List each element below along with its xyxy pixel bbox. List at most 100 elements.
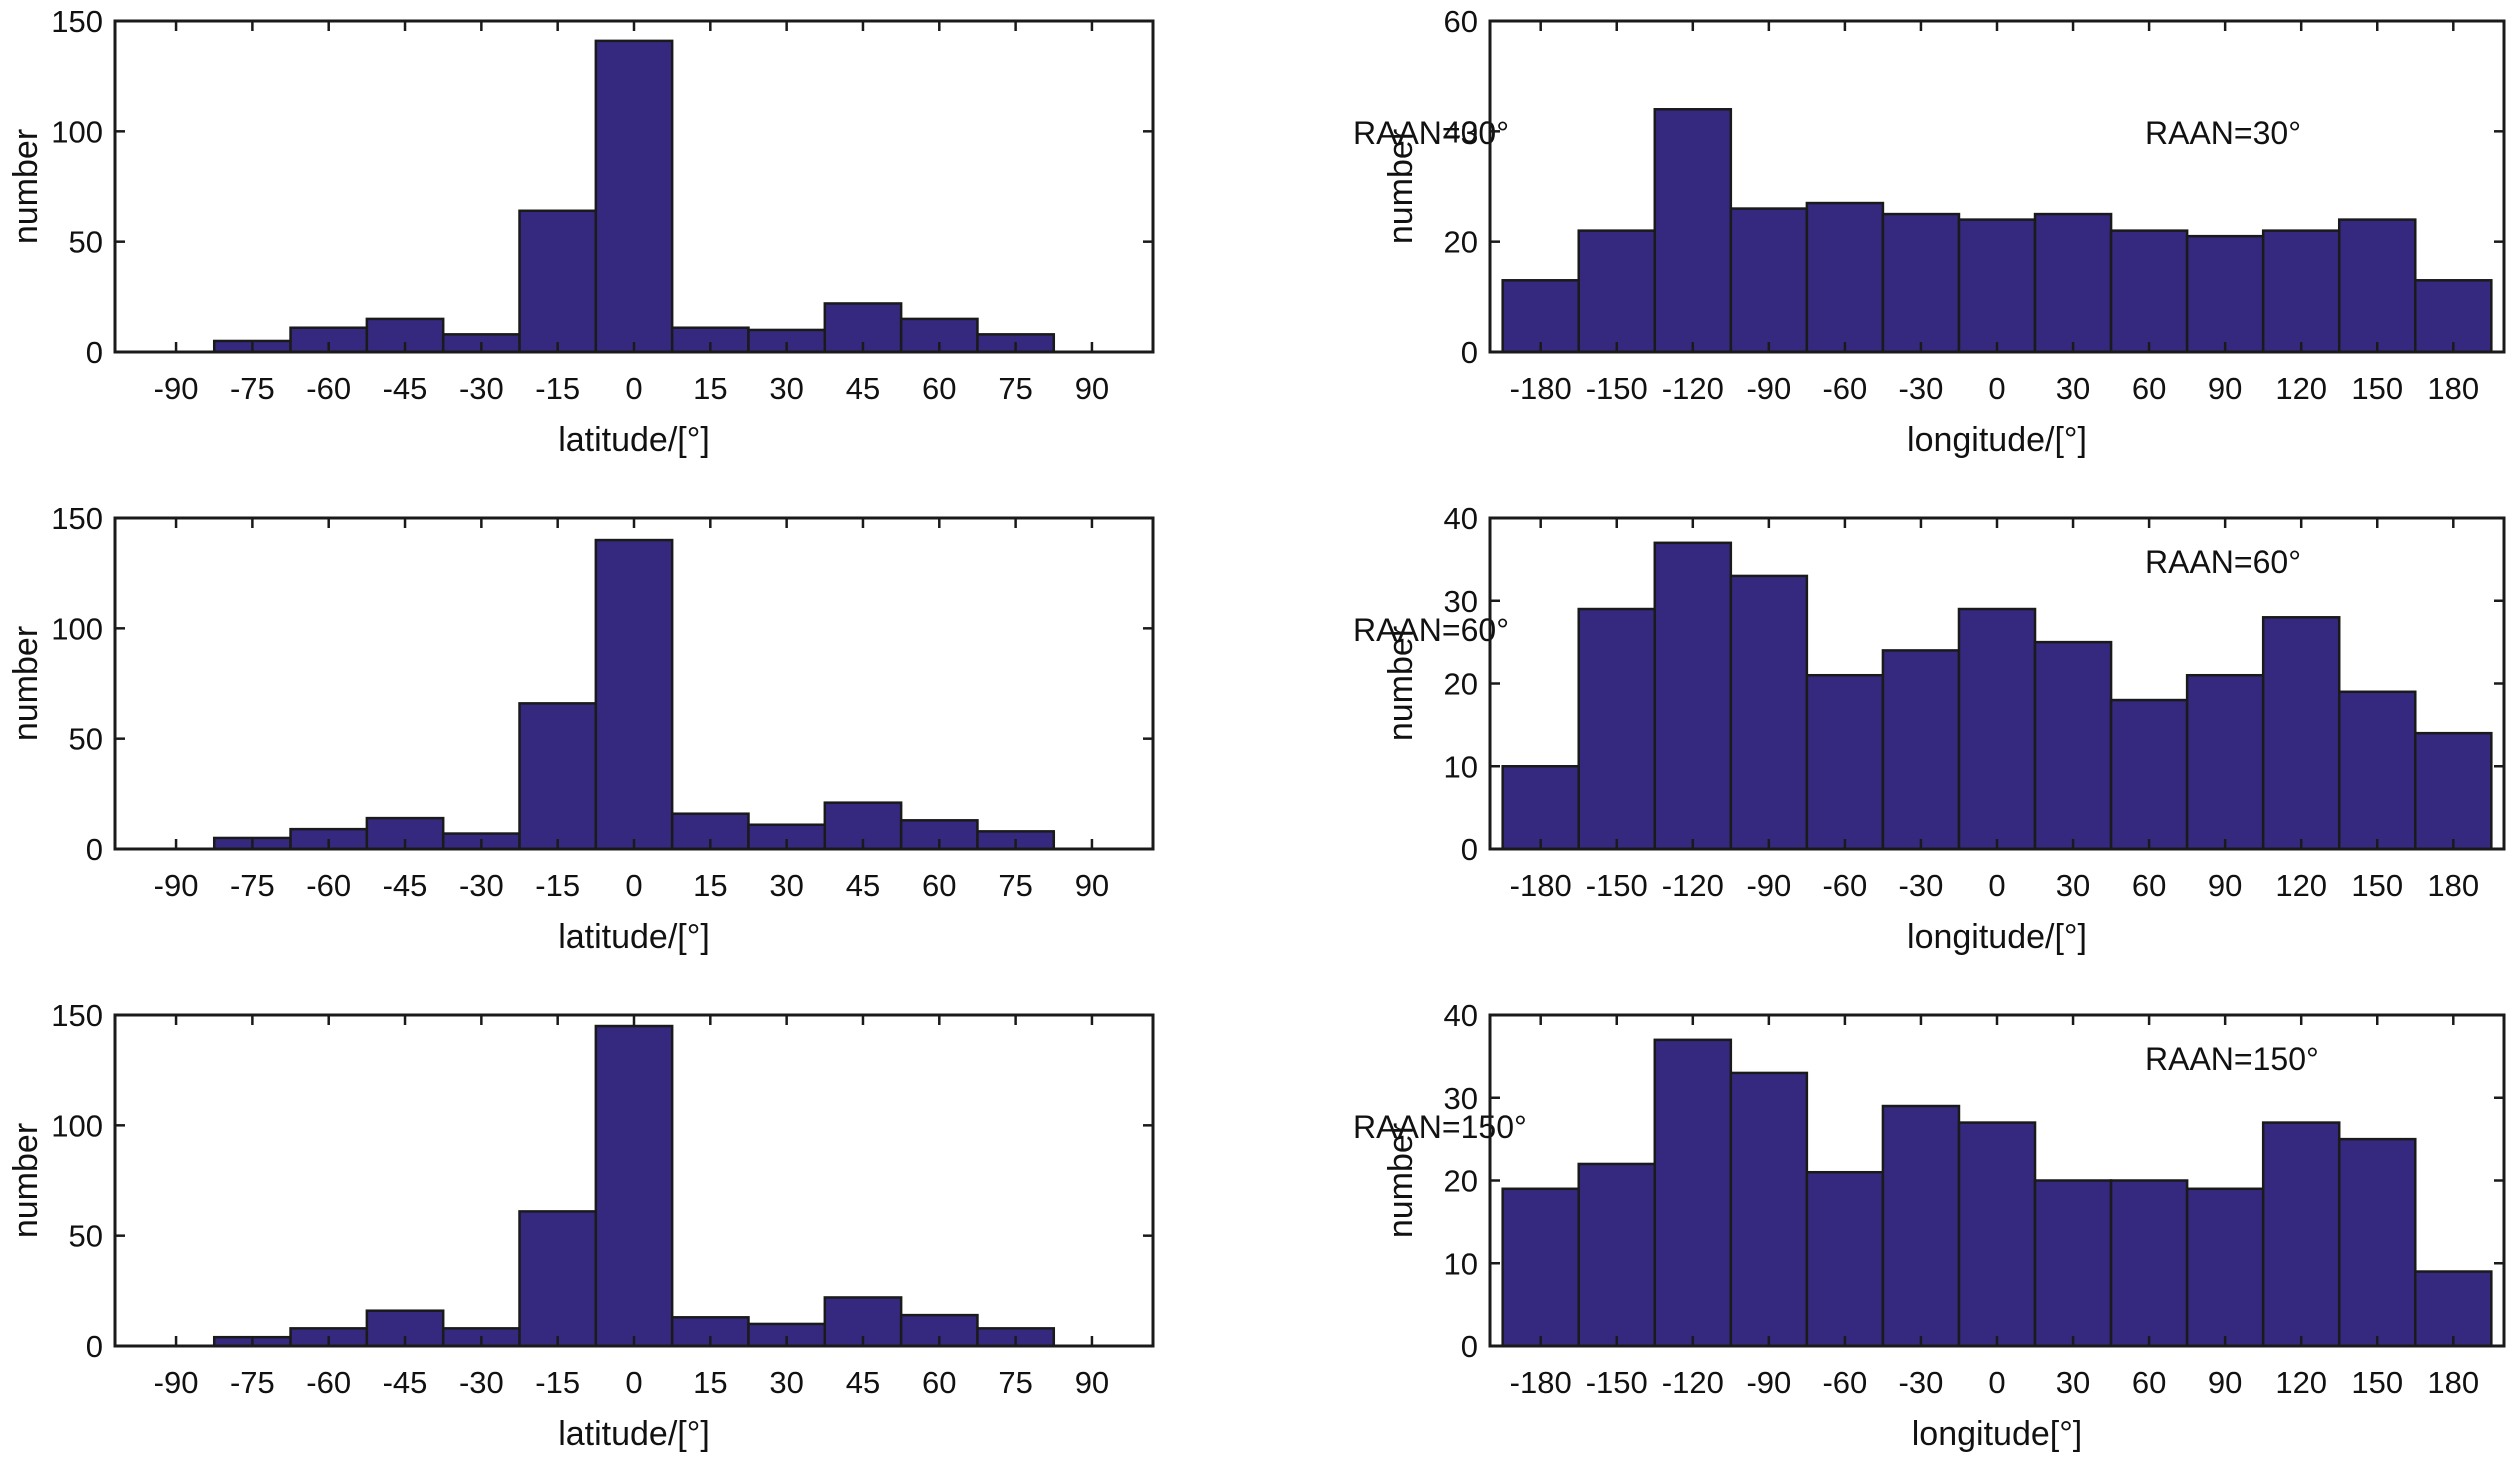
histogram-bar bbox=[518, 209, 598, 354]
y-tick-label: 20 bbox=[1444, 667, 1478, 702]
y-axis-label: number bbox=[7, 1123, 45, 1238]
y-tick-label: 20 bbox=[1444, 1164, 1478, 1199]
x-tick-label: -30 bbox=[459, 371, 504, 406]
x-tick-label: 150 bbox=[2351, 371, 2403, 406]
x-tick-label: 15 bbox=[693, 868, 727, 903]
y-tick-label: 50 bbox=[69, 225, 103, 260]
raan-annotation: RAAN=60° bbox=[1353, 612, 1509, 648]
y-tick-label: 60 bbox=[1444, 4, 1478, 39]
x-tick-label: 75 bbox=[998, 371, 1032, 406]
y-tick-label: 0 bbox=[1461, 1329, 1478, 1364]
y-tick-label: 100 bbox=[51, 114, 103, 149]
histogram-bar bbox=[594, 538, 674, 851]
y-tick-label: 0 bbox=[1461, 832, 1478, 867]
y-axis-label: number bbox=[1382, 129, 1420, 244]
y-tick-label: 40 bbox=[1444, 998, 1478, 1033]
raan-annotation: RAAN=30° bbox=[1353, 115, 1509, 151]
histogram-bar bbox=[2261, 229, 2341, 354]
histogram-bar bbox=[1577, 229, 1657, 354]
histogram-bar bbox=[1881, 649, 1961, 851]
x-tick-label: 0 bbox=[1988, 371, 2005, 406]
histogram-bar bbox=[518, 702, 598, 851]
x-tick-label: -150 bbox=[1586, 371, 1648, 406]
x-tick-label: 60 bbox=[922, 371, 956, 406]
histogram-bar bbox=[2033, 1179, 2113, 1348]
histogram-bar bbox=[1957, 1121, 2037, 1348]
x-tick-label: -90 bbox=[1746, 868, 1791, 903]
x-tick-label: -180 bbox=[1510, 1365, 1572, 1400]
x-tick-label: -90 bbox=[154, 1365, 199, 1400]
y-tick-label: 0 bbox=[86, 1329, 103, 1364]
histogram-bar bbox=[2261, 1121, 2341, 1348]
x-tick-label: 120 bbox=[2275, 371, 2327, 406]
y-tick-label: 30 bbox=[1444, 584, 1478, 619]
x-tick-label: 30 bbox=[769, 371, 803, 406]
x-tick-label: 90 bbox=[2208, 868, 2242, 903]
histogram-bar bbox=[1653, 1038, 1733, 1348]
histogram-bar bbox=[1729, 207, 1809, 354]
x-axis-label: longitude[°] bbox=[1912, 1415, 2083, 1453]
histogram-panel-5: -90 -75 -60 -45 -30 -15 0 15 30 45 60 75 90050100150… bbox=[7, 998, 1527, 1453]
x-tick-label: -120 bbox=[1662, 371, 1724, 406]
x-tick-label: 60 bbox=[2132, 1365, 2166, 1400]
x-tick-label: 60 bbox=[922, 1365, 956, 1400]
x-tick-label: 150 bbox=[2351, 1365, 2403, 1400]
histogram-bar bbox=[594, 39, 674, 354]
histogram-bar bbox=[1957, 607, 2037, 851]
y-tick-label: 0 bbox=[86, 832, 103, 867]
x-tick-label: 45 bbox=[846, 371, 880, 406]
raan-annotation: RAAN=60° bbox=[2145, 544, 2301, 580]
histogram-bar bbox=[2337, 1137, 2417, 1348]
y-tick-label: 50 bbox=[69, 722, 103, 757]
x-tick-label: 15 bbox=[693, 1365, 727, 1400]
y-tick-label: 0 bbox=[86, 335, 103, 370]
x-tick-label: 0 bbox=[625, 1365, 642, 1400]
x-tick-label: 60 bbox=[2132, 371, 2166, 406]
histogram-bar bbox=[1577, 1162, 1657, 1348]
x-tick-label: 0 bbox=[625, 868, 642, 903]
x-tick-label: -60 bbox=[1822, 868, 1867, 903]
y-tick-label: 40 bbox=[1444, 501, 1478, 536]
x-axis-label: longitude/[°] bbox=[1907, 918, 2087, 956]
x-tick-label: -75 bbox=[230, 371, 275, 406]
y-tick-label: 150 bbox=[51, 4, 103, 39]
x-axis-label: longitude/[°] bbox=[1907, 421, 2087, 459]
x-tick-label: -15 bbox=[535, 1365, 580, 1400]
x-tick-label: -75 bbox=[230, 1365, 275, 1400]
x-tick-label: 90 bbox=[1075, 1365, 1109, 1400]
x-tick-label: -30 bbox=[1899, 371, 1944, 406]
histogram-panel-3: -90 -75 -60 -45 -30 -15 0 15 30 45 60 75 90050100150… bbox=[7, 501, 1509, 956]
x-tick-label: 30 bbox=[769, 868, 803, 903]
x-tick-label: -75 bbox=[230, 868, 275, 903]
x-tick-label: 30 bbox=[2056, 868, 2090, 903]
y-axis-label: number bbox=[7, 626, 45, 741]
histogram-bar bbox=[1805, 201, 1885, 354]
x-tick-label: 180 bbox=[2427, 1365, 2479, 1400]
histogram-bar bbox=[2185, 234, 2265, 354]
x-tick-label: -45 bbox=[383, 1365, 428, 1400]
x-tick-label: 0 bbox=[1988, 868, 2005, 903]
x-axis-label: latitude/[°] bbox=[558, 918, 710, 956]
histogram-bar bbox=[1653, 108, 1733, 354]
histogram-bar bbox=[1653, 541, 1733, 851]
x-tick-label: 45 bbox=[846, 868, 880, 903]
y-tick-label: 0 bbox=[1461, 335, 1478, 370]
x-tick-label: 180 bbox=[2427, 371, 2479, 406]
histogram-bar bbox=[2185, 673, 2265, 851]
histogram-bar bbox=[1729, 1071, 1809, 1348]
histogram-bar bbox=[2414, 731, 2493, 851]
x-tick-label: 90 bbox=[1075, 868, 1109, 903]
x-tick-label: -45 bbox=[383, 371, 428, 406]
x-tick-label: -30 bbox=[1899, 1365, 1944, 1400]
histogram-bar bbox=[2414, 279, 2493, 354]
x-tick-label: -30 bbox=[459, 868, 504, 903]
x-tick-label: -15 bbox=[535, 868, 580, 903]
histogram-panel-1: -90 -75 -60 -45 -30 -15 0 15 30 45 60 75 90 0 50 100 150… bbox=[7, 4, 1509, 459]
histogram-bar bbox=[594, 1024, 674, 1348]
histogram-panel-4: -180 -150 -120 -90 -60 -30 0 30 60 90 120 150 180 0 10… bbox=[1382, 501, 2506, 956]
raan-annotation: RAAN=150° bbox=[1353, 1109, 1527, 1145]
x-tick-label: 0 bbox=[625, 371, 642, 406]
x-tick-label: -60 bbox=[1822, 1365, 1867, 1400]
x-tick-label: 15 bbox=[693, 371, 727, 406]
x-axis-label: latitude/[°] bbox=[558, 1415, 710, 1453]
